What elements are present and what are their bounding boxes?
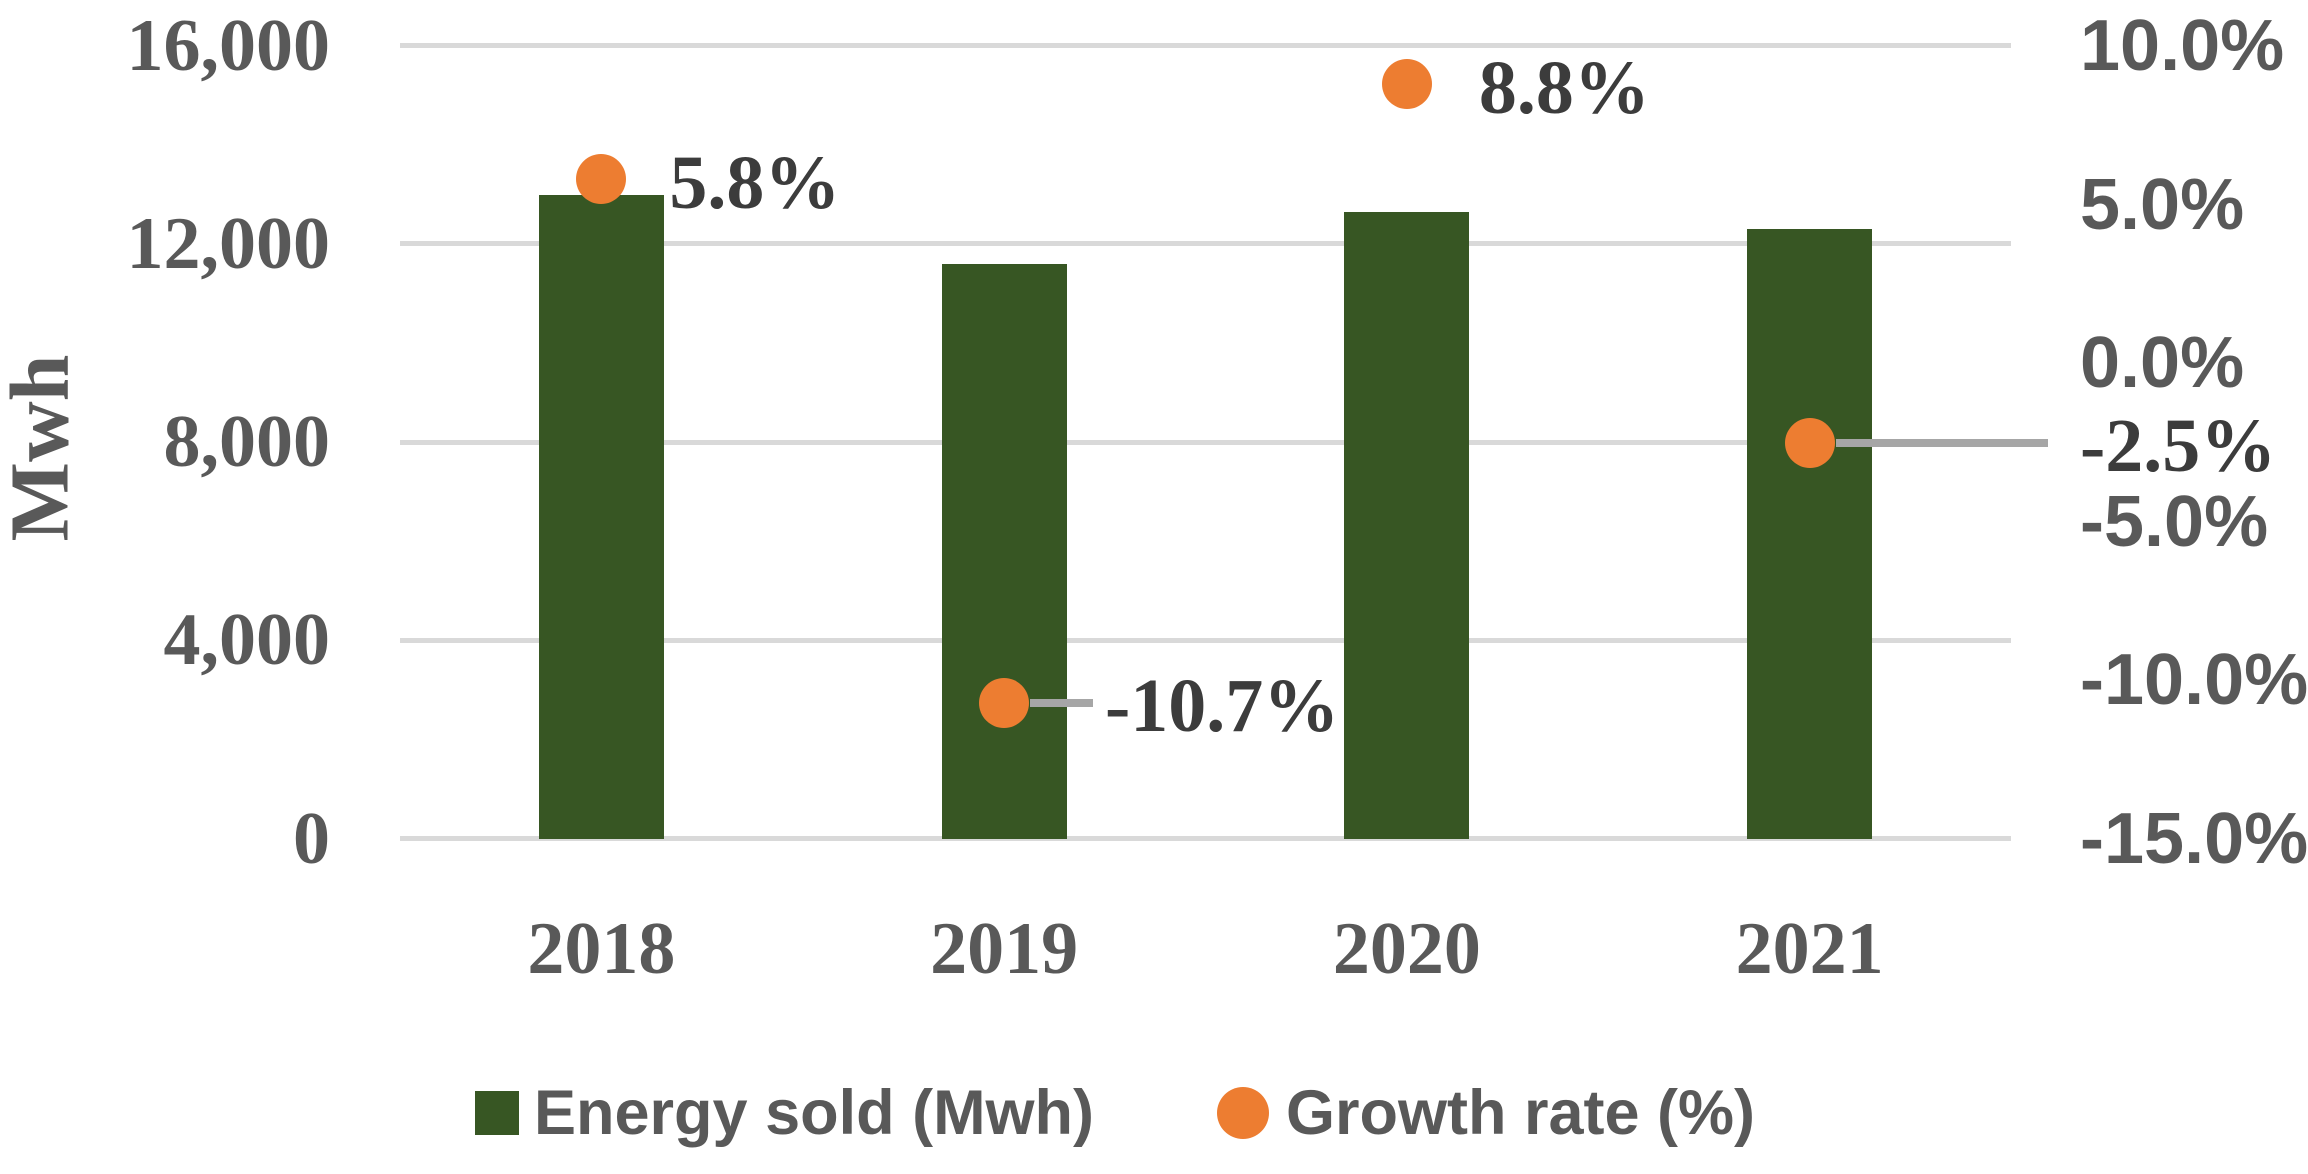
gridline — [400, 439, 2011, 445]
category-label: 2020 — [1332, 907, 1481, 990]
left-axis-tick-label: 8,000 — [163, 401, 331, 483]
legend-label-growth-rate: Growth rate (%) — [1286, 1078, 1756, 1148]
growth-rate-point-2020 — [1381, 59, 1432, 110]
gridline — [400, 637, 2011, 643]
left-axis-tick-label: 0 — [293, 797, 330, 880]
gridline — [400, 241, 2011, 247]
category-label: 2019 — [930, 907, 1079, 990]
data-label: -10.7% — [1105, 664, 1340, 749]
right-axis-tick-label: -5.0% — [2080, 481, 2269, 562]
right-axis-tick-label: -10.0% — [2080, 640, 2308, 721]
data-label: 8.8% — [1478, 45, 1650, 130]
legend-marker-growth-rate — [1217, 1087, 1269, 1139]
bar-2018 — [538, 194, 664, 839]
category-label: 2018 — [527, 907, 676, 990]
data-label: -2.5% — [2080, 404, 2277, 488]
right-axis-tick-label: -15.0% — [2080, 799, 2308, 879]
gridline — [400, 43, 2011, 48]
growth-rate-point-2019 — [979, 677, 1030, 728]
left-axis-tick-label: 4,000 — [163, 599, 331, 682]
growth-rate-point-2018 — [576, 154, 627, 205]
gridline — [400, 836, 2011, 841]
left-axis-tick-label: 12,000 — [126, 202, 331, 285]
bar-2020 — [1344, 212, 1470, 839]
category-label: 2021 — [1735, 907, 1884, 990]
legend-marker-energy-sold — [475, 1091, 519, 1135]
growth-rate-point-2021 — [1784, 417, 1835, 468]
right-axis-tick-label: 5.0% — [2080, 164, 2245, 245]
data-label: 5.8% — [669, 140, 841, 225]
left-axis-tick-label: 16,000 — [126, 4, 331, 87]
legend-label-energy-sold: Energy sold (Mwh) — [534, 1078, 1095, 1148]
leader-line — [1030, 698, 1093, 707]
right-axis-tick-label: 0.0% — [2080, 323, 2245, 404]
bar-2021 — [1747, 229, 1873, 839]
leader-line — [1835, 438, 2048, 447]
right-axis-tick-label: 10.0% — [2080, 6, 2285, 86]
bar-2019 — [941, 264, 1067, 839]
